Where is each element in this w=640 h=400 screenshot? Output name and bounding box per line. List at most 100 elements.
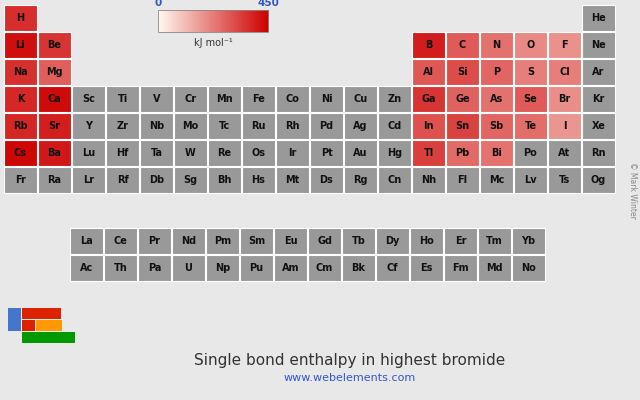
Text: Single bond enthalpy in highest bromide: Single bond enthalpy in highest bromide [195, 352, 506, 368]
Text: Se: Se [524, 94, 538, 104]
Bar [376, 228, 409, 254]
Text: V: V [153, 94, 160, 104]
Bar [226, 10, 227, 32]
Bar [260, 10, 261, 32]
Text: Tl: Tl [424, 148, 434, 158]
Bar [478, 255, 511, 281]
Text: Al: Al [423, 67, 434, 77]
Bar [158, 10, 268, 32]
Bar [235, 10, 236, 32]
Text: Ta: Ta [150, 148, 163, 158]
Bar [265, 10, 266, 32]
Bar [208, 86, 241, 112]
Text: Cm: Cm [316, 263, 333, 273]
Bar [195, 10, 196, 32]
Bar [255, 10, 256, 32]
Bar [376, 255, 409, 281]
Text: Ho: Ho [419, 236, 434, 246]
Bar [480, 113, 513, 139]
Text: Pa: Pa [148, 263, 161, 273]
Bar [258, 10, 259, 32]
Bar [310, 167, 343, 193]
Bar [310, 113, 343, 139]
Text: S: S [527, 67, 534, 77]
Text: Be: Be [47, 40, 61, 50]
Text: www.webelements.com: www.webelements.com [284, 373, 416, 383]
Bar [514, 86, 547, 112]
Bar [162, 10, 163, 32]
Bar [242, 10, 243, 32]
Bar [206, 228, 239, 254]
Bar [276, 113, 309, 139]
Bar [514, 32, 547, 58]
Bar [228, 10, 230, 32]
Bar [243, 10, 244, 32]
Bar [193, 10, 195, 32]
Bar [104, 255, 137, 281]
Text: At: At [559, 148, 571, 158]
Bar [342, 228, 375, 254]
Bar [232, 10, 233, 32]
Bar [233, 10, 234, 32]
Bar [4, 59, 37, 85]
Bar [446, 113, 479, 139]
Bar [178, 10, 179, 32]
Bar [514, 113, 547, 139]
Bar [257, 10, 259, 32]
Bar [276, 167, 309, 193]
Bar [177, 10, 178, 32]
Bar [514, 140, 547, 166]
Bar [186, 10, 187, 32]
Text: I: I [563, 121, 566, 131]
Bar [197, 10, 198, 32]
Bar [214, 10, 215, 32]
Text: Bh: Bh [218, 175, 232, 185]
Bar [4, 32, 37, 58]
Bar [236, 10, 237, 32]
Text: Sb: Sb [490, 121, 504, 131]
Text: Pm: Pm [214, 236, 231, 246]
Bar [446, 140, 479, 166]
Bar [221, 10, 222, 32]
Text: Li: Li [15, 40, 26, 50]
Text: Og: Og [591, 175, 606, 185]
Bar [216, 10, 218, 32]
Bar [344, 167, 377, 193]
Bar [253, 10, 255, 32]
Bar [72, 86, 105, 112]
Text: Ac: Ac [80, 263, 93, 273]
Bar [106, 140, 139, 166]
Bar [196, 10, 198, 32]
Bar [4, 86, 37, 112]
Bar [194, 10, 195, 32]
Bar [185, 10, 186, 32]
Bar [259, 10, 260, 32]
Bar [174, 140, 207, 166]
Bar [478, 228, 511, 254]
Bar [200, 10, 201, 32]
Bar [261, 10, 262, 32]
Text: W: W [185, 148, 196, 158]
Text: Bi: Bi [491, 148, 502, 158]
Bar [237, 10, 239, 32]
Bar [170, 10, 171, 32]
Bar [208, 113, 241, 139]
Bar [140, 86, 173, 112]
Bar [206, 10, 207, 32]
Bar [308, 255, 341, 281]
Text: Pb: Pb [456, 148, 470, 158]
Text: H: H [17, 13, 24, 23]
Bar [4, 140, 37, 166]
Bar [480, 59, 513, 85]
Bar [196, 10, 197, 32]
Bar [179, 10, 180, 32]
Text: Co: Co [285, 94, 300, 104]
Bar [189, 10, 190, 32]
Bar [239, 10, 240, 32]
Bar [209, 10, 210, 32]
Text: He: He [591, 13, 606, 23]
Bar [38, 140, 71, 166]
Bar [159, 10, 161, 32]
Text: Po: Po [524, 148, 538, 158]
Bar [208, 10, 209, 32]
